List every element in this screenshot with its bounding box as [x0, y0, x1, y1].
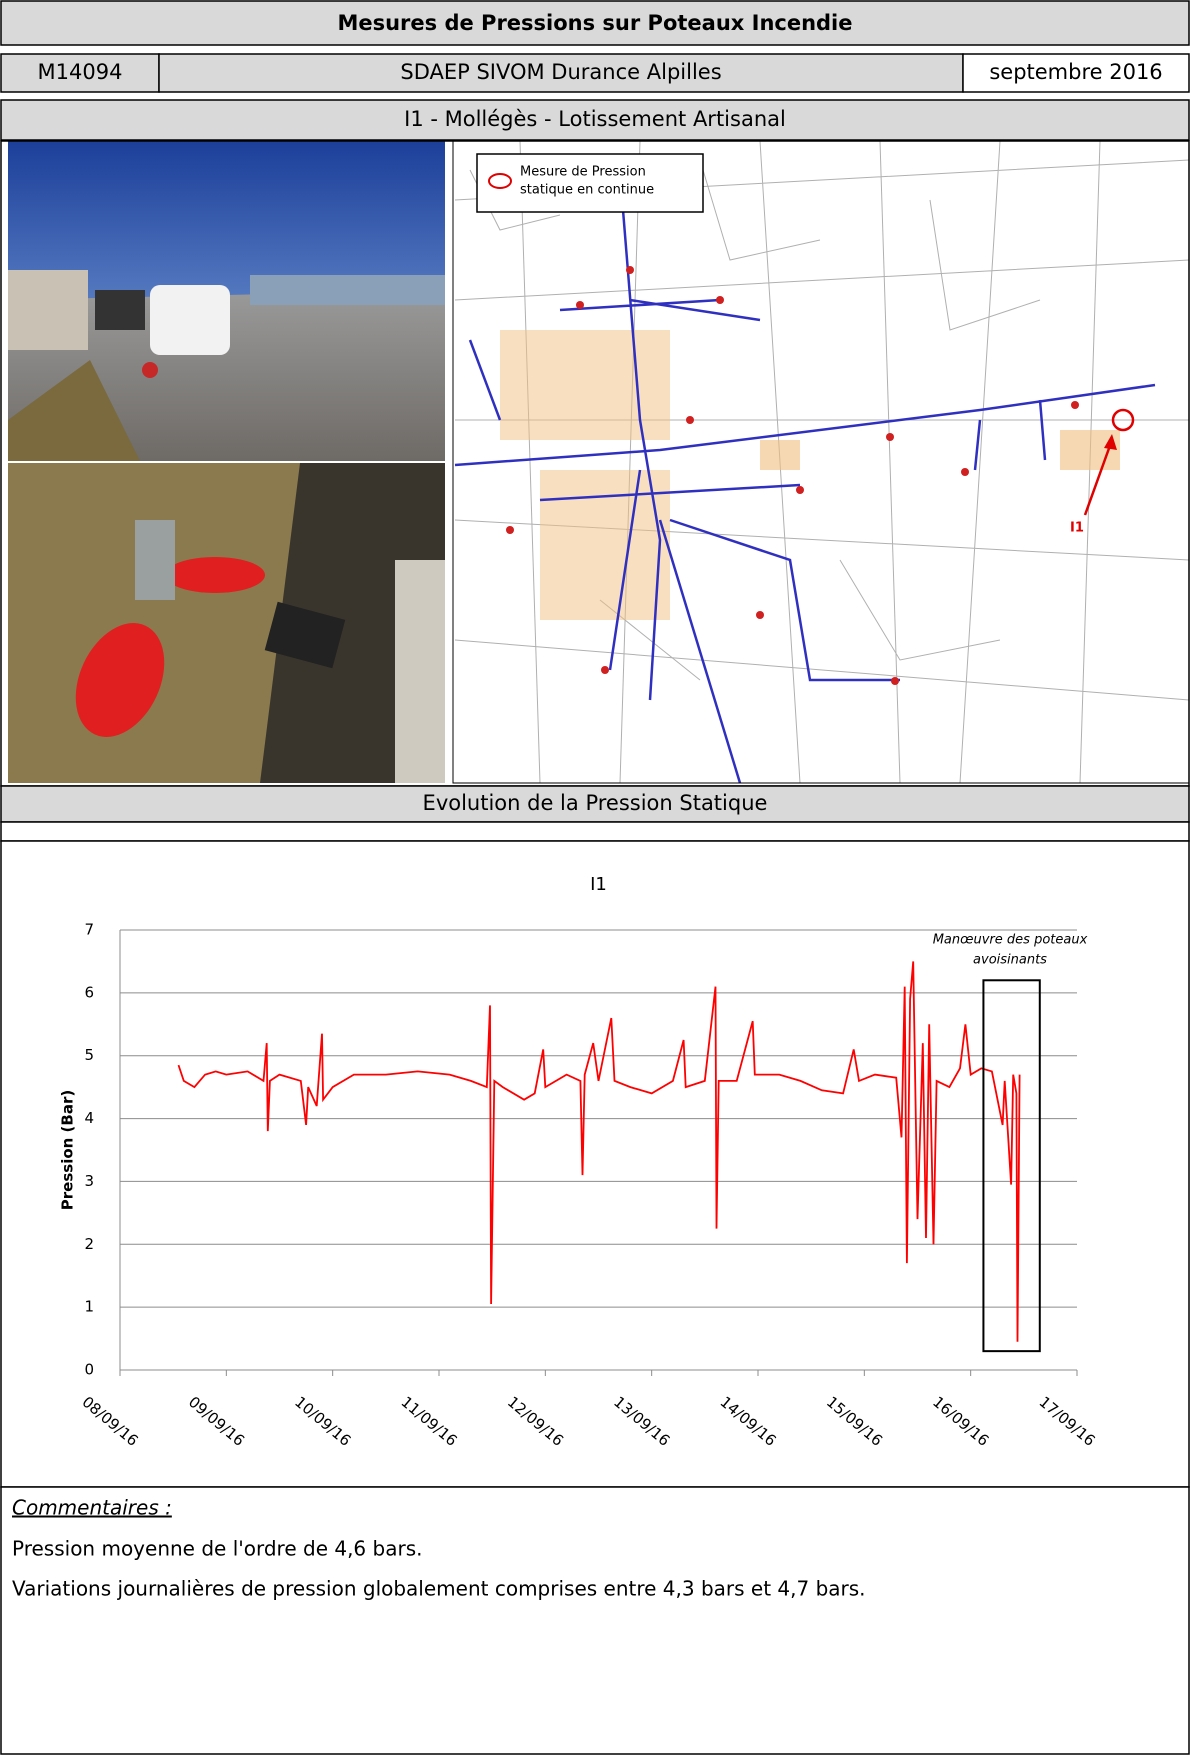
map-marker-label: I1 [1070, 521, 1084, 536]
section-title: Evolution de la Pression Statique [423, 791, 768, 815]
date: septembre 2016 [989, 60, 1162, 84]
page: Mesures de Pressions sur Poteaux Incendi… [0, 0, 1190, 1755]
comment-line: Variations journalières de pression glob… [12, 1577, 866, 1601]
map-legend: statique en continue [520, 183, 654, 198]
y-tick-label: 4 [84, 1109, 94, 1127]
y-tick-label: 1 [84, 1298, 94, 1316]
y-tick-label: 3 [84, 1172, 94, 1190]
client: SDAEP SIVOM Durance Alpilles [400, 60, 721, 84]
site: I1 - Mollégès - Lotissement Artisanal [404, 107, 786, 131]
chart-title: I1 [590, 874, 607, 895]
annotation: Manœuvre des poteaux [933, 933, 1088, 948]
y-tick-label: 5 [84, 1046, 94, 1064]
y-tick-label: 7 [84, 921, 94, 939]
map: I1 Mesure de Pression statique en contin… [453, 141, 1189, 783]
annotation: avoisinants [973, 953, 1047, 968]
code: M14094 [38, 60, 123, 84]
comment-line: Pression moyenne de l'ordre de 4,6 bars. [12, 1537, 422, 1561]
map-legend: Mesure de Pression [520, 165, 646, 180]
y-tick-label: 6 [84, 983, 94, 1001]
spacer-row [1, 822, 1189, 841]
y-axis-label: Pression (Bar) [59, 1090, 77, 1210]
comments-frame [1, 1487, 1189, 1754]
comments-title: Commentaires : [12, 1496, 172, 1520]
doc-title: Mesures de Pressions sur Poteaux Incendi… [337, 11, 852, 35]
photo-top [8, 141, 445, 461]
photo-bottom [8, 463, 445, 783]
document: Mesures de Pressions sur Poteaux Incendi… [0, 0, 1190, 1755]
y-tick-label: 0 [84, 1361, 94, 1379]
y-tick-label: 2 [84, 1235, 94, 1253]
